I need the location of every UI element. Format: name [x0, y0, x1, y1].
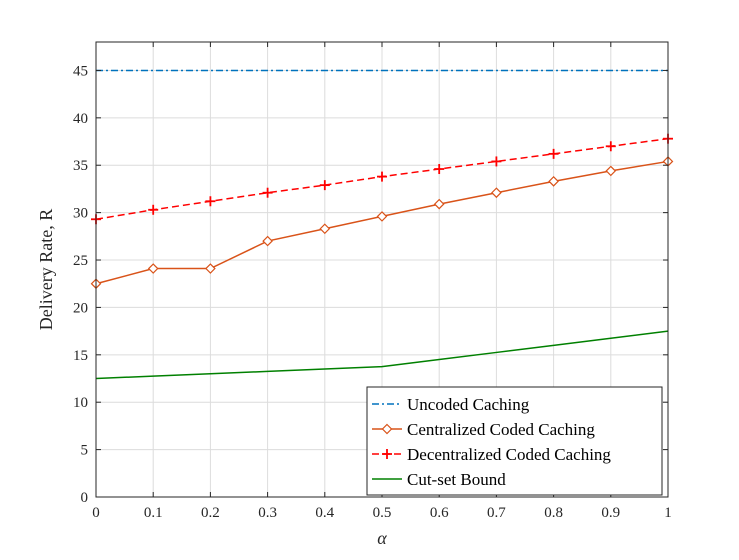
y-tick-label: 25 [73, 253, 88, 269]
y-tick-label: 5 [81, 443, 89, 459]
legend-label: Uncoded Caching [407, 395, 530, 414]
data-point-decentralized-coded-caching [148, 204, 159, 215]
data-point-decentralized-coded-caching [434, 164, 445, 175]
tick-labels: 0 0.1 0.2 0.3 0.4 0.5 0.6 0.7 0.8 0.9 105101520253… [73, 63, 672, 521]
y-tick-label: 35 [73, 158, 88, 174]
data-point-decentralized-coded-caching [205, 196, 216, 207]
x-tick-label: 1 [664, 505, 672, 521]
y-tick-label: 30 [73, 206, 88, 222]
legend-label: Cut-set Bound [407, 470, 506, 489]
x-tick-label: 0.4 [315, 505, 334, 521]
x-tick-label: 0.3 [258, 505, 277, 521]
x-tick-label: 0.5 [373, 505, 392, 521]
x-tick-label: 0.1 [144, 505, 163, 521]
x-axis-label: α [377, 528, 387, 548]
y-axis-label: Delivery Rate, R [36, 209, 56, 330]
series-line-cut-set-bound [95, 330, 669, 380]
x-tick-label: 0 [92, 505, 100, 521]
legend-label: Decentralized Coded Caching [407, 445, 611, 464]
y-tick-label: 20 [73, 300, 88, 316]
series-layer [90, 69, 674, 380]
data-point-centralized-coded-caching [605, 165, 617, 177]
data-point-centralized-coded-caching [147, 263, 159, 274]
data-point-decentralized-coded-caching [605, 141, 616, 152]
series-cut-set-bound [95, 330, 669, 380]
data-point-centralized-coded-caching [319, 223, 331, 235]
legend-entry-centralized-coded-caching: Centralized Coded Caching [372, 420, 595, 439]
x-tick-label: 0.9 [601, 505, 620, 521]
legend-label: Centralized Coded Caching [407, 420, 595, 439]
y-tick-label: 0 [81, 490, 89, 506]
x-tick-label: 0.8 [544, 505, 563, 521]
legend-entry-cut-set-bound: Cut-set Bound [372, 470, 506, 489]
data-point-centralized-coded-caching [376, 211, 388, 222]
data-point-decentralized-coded-caching [548, 148, 559, 159]
data-point-centralized-coded-caching [205, 263, 216, 274]
legend-marker [381, 423, 393, 435]
legend-box [366, 386, 663, 496]
data-point-decentralized-coded-caching [491, 156, 502, 167]
legend: Uncoded Caching Centralized Coded Caching… [366, 386, 663, 496]
data-point-centralized-coded-caching [491, 187, 502, 199]
data-point-decentralized-coded-caching [319, 180, 330, 191]
data-point-centralized-coded-caching [548, 175, 559, 187]
data-point-decentralized-coded-caching [377, 171, 387, 182]
y-tick-label: 40 [73, 111, 88, 127]
y-tick-label: 15 [73, 348, 88, 364]
y-tick-label: 45 [73, 63, 88, 79]
x-tick-label: 0.6 [430, 505, 449, 521]
x-tick-label: 0.2 [201, 505, 220, 521]
legend-marker [382, 449, 392, 459]
data-point-centralized-coded-caching [433, 198, 445, 210]
y-tick-label: 10 [73, 395, 88, 411]
series-centralized-coded-caching [90, 156, 674, 290]
x-tick-label: 0.7 [487, 505, 506, 521]
legend-entry-decentralized-coded-caching: Decentralized Coded Caching [372, 445, 611, 464]
legend-entry-uncoded-caching: Uncoded Caching [372, 395, 530, 414]
data-point-decentralized-coded-caching [262, 187, 273, 198]
data-point-centralized-coded-caching [262, 235, 273, 247]
